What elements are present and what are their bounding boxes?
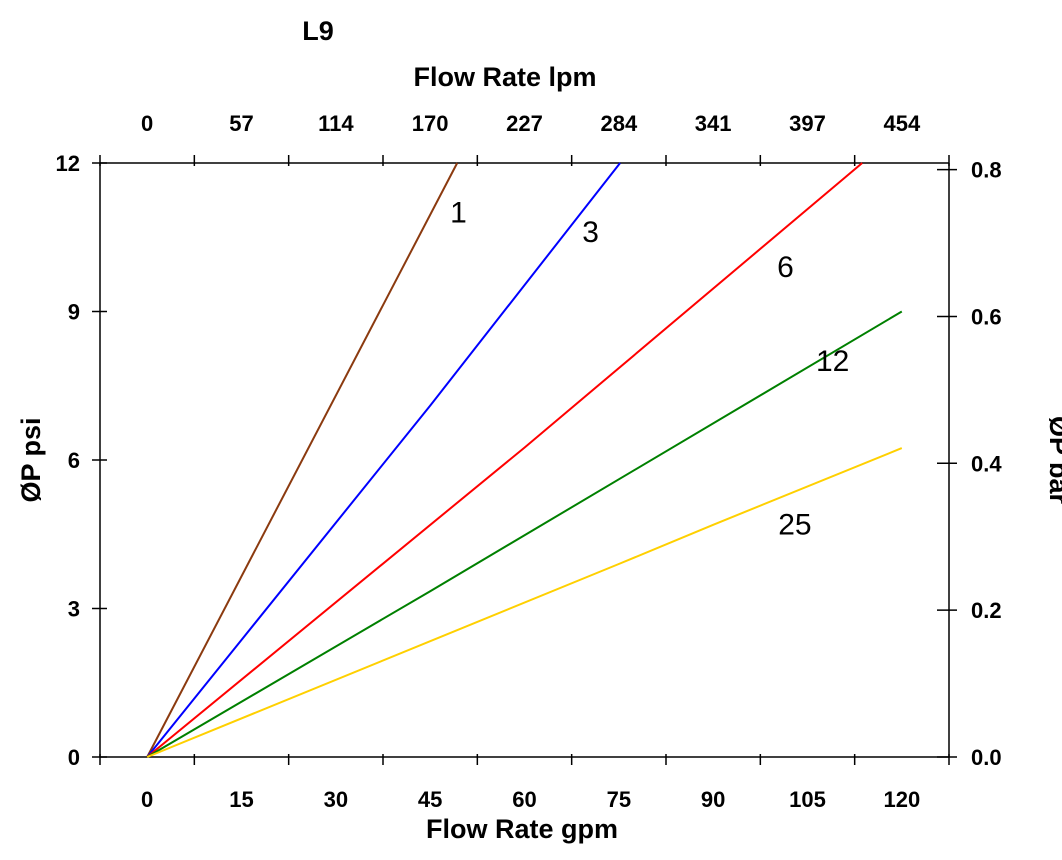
x-tick-label: 90 [701, 787, 725, 812]
series-label-3: 3 [582, 216, 599, 249]
x2-tick-label: 454 [883, 111, 920, 136]
y-tick-label: 3 [68, 597, 80, 622]
x2-tick-label: 57 [229, 111, 253, 136]
y2-tick-label: 0.8 [971, 158, 1002, 183]
x2-tick-label: 0 [141, 111, 153, 136]
x-tick-label: 75 [607, 787, 631, 812]
y-tick-label: 0 [68, 745, 80, 770]
y2-axis-label: ØP bar [1044, 416, 1062, 505]
y-tick-label: 12 [56, 151, 80, 176]
x2-tick-label: 397 [789, 111, 826, 136]
y-axis-label: ØP psi [16, 417, 46, 502]
series-label-1: 1 [450, 196, 467, 229]
series-label-6: 6 [777, 251, 794, 284]
x-tick-label: 30 [324, 787, 348, 812]
y-tick-label: 6 [68, 448, 80, 473]
series-line-12 [146, 310, 903, 758]
y2-tick-label: 0.0 [971, 745, 1002, 770]
y-tick-label: 9 [68, 300, 80, 325]
x-axis-label: Flow Rate gpm [426, 814, 618, 844]
x2-tick-label: 341 [695, 111, 732, 136]
y2-tick-label: 0.2 [971, 598, 1002, 623]
x-tick-label: 45 [418, 787, 442, 812]
x-tick-label: 105 [789, 787, 826, 812]
x-tick-label: 15 [229, 787, 253, 812]
x-tick-label: 120 [883, 787, 920, 812]
series-line-6 [146, 162, 863, 758]
series-line-25 [146, 447, 903, 758]
series-label-25: 25 [778, 508, 811, 541]
x-tick-label: 60 [512, 787, 536, 812]
y2-tick-label: 0.6 [971, 304, 1002, 329]
chart-title: L9 [302, 16, 334, 46]
x2-tick-label: 114 [318, 111, 354, 136]
series-label-12: 12 [816, 345, 849, 378]
x2-tick-label: 227 [506, 111, 543, 136]
y2-tick-label: 0.4 [971, 451, 1002, 476]
x2-tick-label: 284 [600, 111, 637, 136]
x-tick-label: 0 [141, 787, 153, 812]
series-line-1 [146, 162, 459, 758]
x2-axis-label: Flow Rate lpm [413, 62, 596, 92]
x2-tick-label: 170 [412, 111, 449, 136]
series-line-3 [146, 162, 621, 758]
